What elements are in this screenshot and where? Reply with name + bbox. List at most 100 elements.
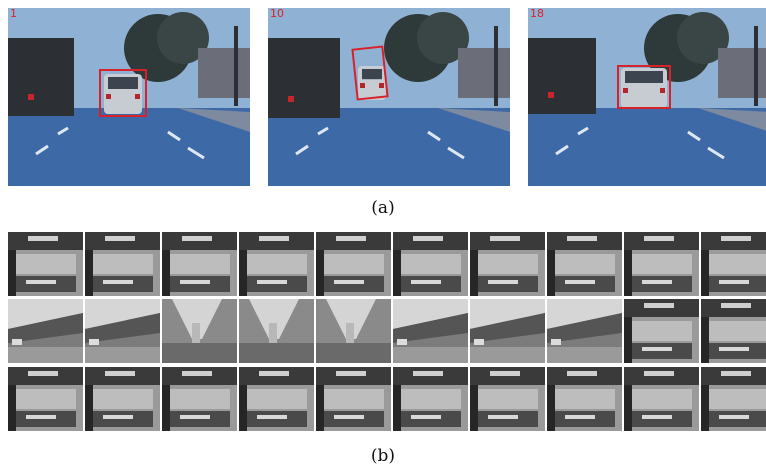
image-patch [470,299,545,363]
lane-marking [57,126,69,136]
window-highlight [567,371,597,376]
window-highlight [721,303,751,308]
bright-sky [470,299,545,329]
window-highlight [413,371,443,376]
image-patch [239,232,314,296]
side-edge [316,385,324,431]
car-taillight [379,83,384,88]
window-highlight [413,236,443,241]
bright-sky [85,299,160,329]
image-patch [393,367,468,431]
side-edge [239,385,247,431]
lane-marking [447,146,465,160]
trunk [632,389,692,409]
side-edge [547,385,555,431]
video-frame-1: 1 [8,8,250,186]
plate [565,415,595,419]
caption-b: (b) [370,446,396,466]
image-patch [470,232,545,296]
truck [268,38,340,118]
plate [719,415,749,419]
truck [8,38,74,116]
side-edge [701,250,709,296]
dark-band [393,313,468,343]
plate [719,347,749,351]
tree [677,12,729,64]
side-edge [85,385,93,431]
lane-marking [187,146,205,160]
ground [85,347,160,363]
window-highlight [336,236,366,241]
side-edge [547,250,555,296]
side-edge [316,250,324,296]
window-highlight [259,371,289,376]
bright-sky [326,299,376,339]
side-edge [701,317,709,363]
window-highlight [105,371,135,376]
side-edge [162,385,170,431]
image-patch [8,299,83,363]
ground [316,343,391,363]
car-taillight [660,88,665,93]
caption-a: (a) [371,198,395,218]
trunk [709,254,766,274]
image-patch [624,299,699,363]
image-patch [470,367,545,431]
truck-taillight [288,96,294,102]
trunk [401,389,461,409]
plate [257,415,287,419]
window-highlight [28,371,58,376]
car-window [625,71,663,83]
plate [180,415,210,419]
video-frame-3: 18 [528,8,766,186]
side-edge [393,250,401,296]
bright-sky [8,299,83,329]
plate [719,280,749,284]
lamp-post [754,26,758,106]
image-patch [547,299,622,363]
truck-taillight [28,94,34,100]
plate [488,280,518,284]
video-frame-2: 10 [268,8,510,186]
side-edge [162,250,170,296]
side-edge [624,317,632,363]
frame-number: 1 [10,8,17,20]
trunk [16,254,76,274]
car-taillight [360,83,365,88]
trunk [555,389,615,409]
lane-marking [35,144,49,156]
bright-sky [547,299,622,329]
trunk [93,254,153,274]
image-patch [547,367,622,431]
window-highlight [28,236,58,241]
image-patch [316,232,391,296]
bright-sky [172,299,222,339]
frame-number: 10 [270,8,284,20]
image-patch [239,367,314,431]
dark-band [547,313,622,343]
trunk [170,254,230,274]
plate [411,280,441,284]
plate [180,280,210,284]
lane-marking [427,130,441,142]
plate [103,415,133,419]
sidewalk [178,108,250,132]
image-patch [393,299,468,363]
light-spot [474,339,484,345]
trunk [170,389,230,409]
window-highlight [644,371,674,376]
truck [528,38,596,114]
light-spot [12,339,22,345]
patch-row-1 [8,232,766,296]
trunk [247,389,307,409]
sidewalk [438,108,510,132]
image-patch [624,367,699,431]
side-edge [470,385,478,431]
image-patch [624,232,699,296]
tracking-box [99,69,147,117]
image-patch [8,232,83,296]
ground [162,343,237,363]
lane-marking [707,146,725,160]
lane-marking [167,130,181,142]
tracking-box [617,65,671,109]
